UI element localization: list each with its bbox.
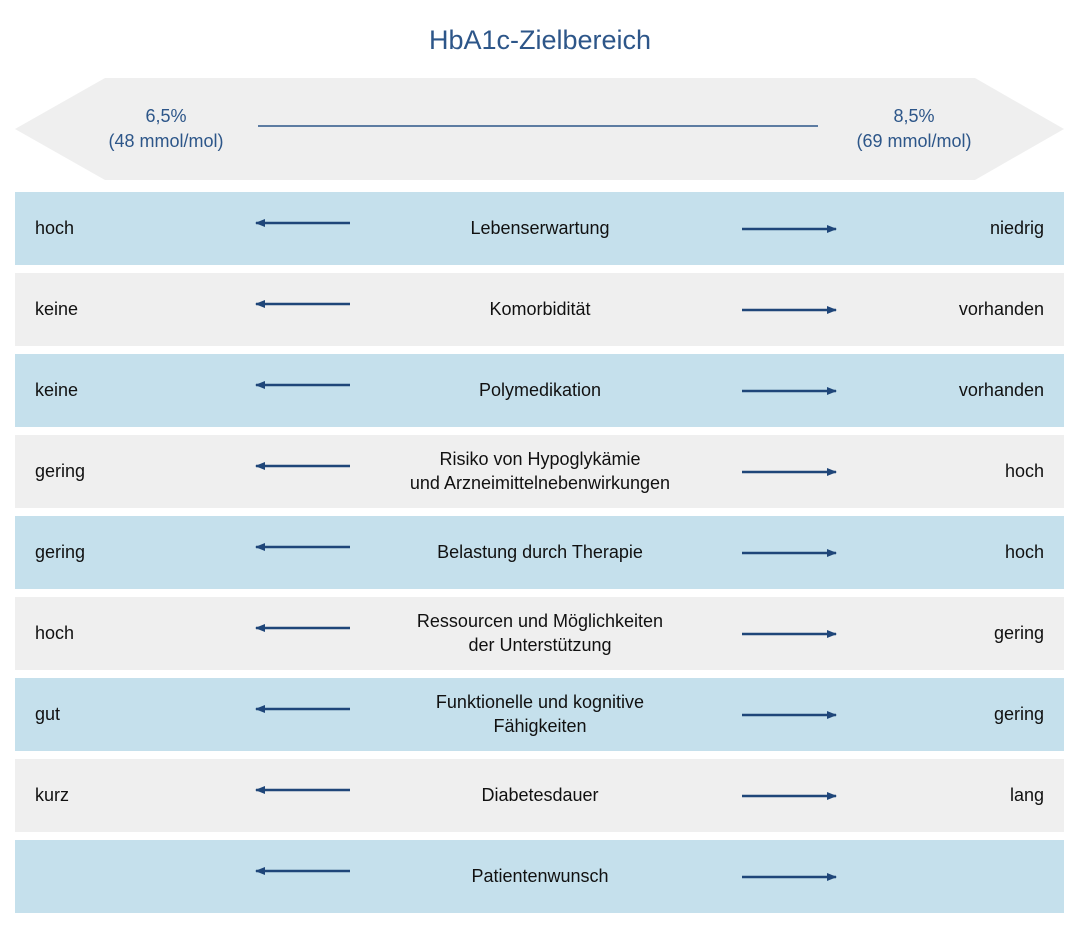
row-label: Lebenserwartung (470, 218, 609, 238)
row-label: Patientenwunsch (471, 866, 608, 886)
title: HbA1c-Zielbereich (429, 25, 651, 55)
range-left-unit: (48 mmol/mol) (108, 131, 223, 151)
row-left-label: hoch (35, 623, 74, 643)
row-background (15, 273, 1064, 346)
rows: hoch niedrig Lebenserwartung keine vorhanden… (15, 192, 1064, 913)
row-left-label: hoch (35, 218, 74, 238)
row-background (15, 840, 1064, 913)
row-background (15, 354, 1064, 427)
row-label: Belastung durch Therapie (437, 542, 643, 562)
row-left-label: gering (35, 461, 85, 481)
row-left-label: kurz (35, 785, 69, 805)
range-right-value: 8,5% (893, 106, 934, 126)
row-right-label: gering (994, 623, 1044, 643)
row-right-label: vorhanden (959, 299, 1044, 319)
row-right-label: hoch (1005, 542, 1044, 562)
row-label: Ressourcen und Möglichkeiten (417, 611, 663, 631)
row-background (15, 597, 1064, 670)
row-label: Polymedikation (479, 380, 601, 400)
row-background (15, 759, 1064, 832)
row-label: Funktionelle und kognitive (436, 692, 644, 712)
row-background (15, 678, 1064, 751)
row-background (15, 516, 1064, 589)
row-label: Diabetesdauer (481, 785, 598, 805)
row-right-label: hoch (1005, 461, 1044, 481)
range-right-unit: (69 mmol/mol) (856, 131, 971, 151)
row-right-label: vorhanden (959, 380, 1044, 400)
row-label: der Unterstützung (468, 635, 611, 655)
row-right-label: gering (994, 704, 1044, 724)
row-label: Risiko von Hypoglykämie (439, 449, 640, 469)
range-banner (15, 78, 1064, 180)
row-left-label: gering (35, 542, 85, 562)
row-left-label: keine (35, 299, 78, 319)
row-label: Fähigkeiten (493, 716, 586, 736)
row-right-label: lang (1010, 785, 1044, 805)
row-background (15, 192, 1064, 265)
row-label: und Arzneimittelnebenwirkungen (410, 473, 670, 493)
row-right-label: niedrig (990, 218, 1044, 238)
range-left-value: 6,5% (145, 106, 186, 126)
row-left-label: gut (35, 704, 60, 724)
row-label: Komorbidität (489, 299, 590, 319)
row-background (15, 435, 1064, 508)
row-left-label: keine (35, 380, 78, 400)
